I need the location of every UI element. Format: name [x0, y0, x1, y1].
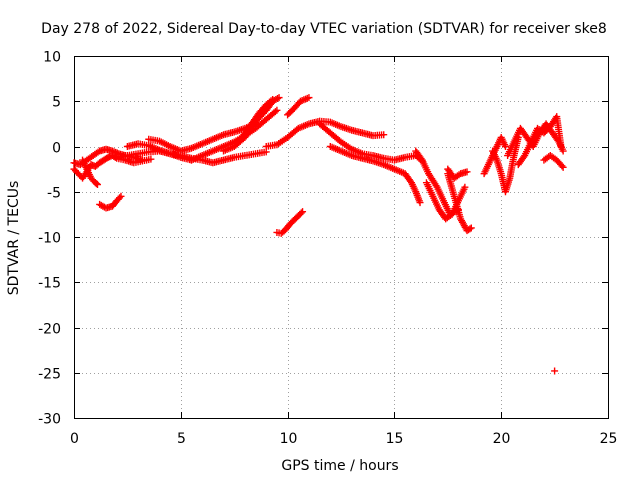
x-tick-label: 25 [600, 431, 618, 447]
series-arc-23 [514, 113, 565, 169]
series-arc-21 [489, 133, 522, 196]
series-arc-19 [444, 165, 471, 182]
y-axis-label: SDTVAR / TECUs [6, 181, 22, 296]
data-point [380, 131, 388, 139]
y-axis-tick-labels: -30 -25 -20 -15 -10 -5 0 5 10 [38, 50, 61, 428]
data-point [558, 162, 566, 170]
data-point [455, 171, 463, 179]
data-point [297, 209, 305, 217]
data-point [299, 208, 307, 216]
y-tick-label: -30 [38, 412, 61, 428]
x-tick-label: 15 [386, 431, 404, 447]
data-points [70, 94, 567, 375]
series-arc-15 [326, 143, 424, 207]
data-point [463, 168, 471, 176]
data-point [461, 183, 469, 191]
y-tick-label: 10 [43, 50, 61, 66]
data-point [273, 106, 281, 114]
data-point [269, 95, 277, 103]
series-arc-03 [79, 156, 101, 189]
axis-ticks [74, 56, 609, 419]
data-point [117, 192, 125, 200]
data-point [559, 163, 567, 171]
y-tick-label: 5 [52, 95, 61, 111]
series-arc-06 [123, 140, 195, 164]
data-point [305, 94, 313, 102]
series-arc-16 [412, 147, 462, 218]
series-outlier [551, 367, 559, 375]
data-point [116, 194, 124, 202]
data-point [557, 143, 565, 150]
data-point [273, 95, 281, 103]
data-point [416, 199, 424, 207]
y-tick-label: 0 [52, 141, 61, 157]
series-arc-07 [145, 120, 260, 155]
series-arc-12 [262, 117, 388, 150]
data-point [466, 225, 474, 233]
y-tick-label: -25 [38, 367, 61, 383]
data-point [467, 224, 475, 232]
chart-title: Day 278 of 2022, Sidereal Day-to-day VTE… [41, 21, 607, 37]
data-point [559, 147, 567, 155]
y-tick-label: -5 [47, 186, 61, 202]
x-tick-label: 0 [70, 431, 79, 447]
data-point [501, 143, 509, 150]
data-point [92, 180, 100, 188]
x-tick-label: 10 [280, 431, 298, 447]
data-point [551, 367, 559, 375]
data-point [147, 155, 155, 163]
data-point [94, 148, 102, 156]
data-point [275, 94, 283, 102]
x-axis-tick-labels: 0 5 10 15 20 25 [70, 431, 617, 447]
y-tick-label: -10 [38, 231, 61, 247]
x-axis-label: GPS time / hours [281, 458, 398, 474]
series-arc-24 [540, 152, 567, 171]
x-tick-label: 5 [177, 431, 186, 447]
data-point [138, 156, 146, 164]
series-arc-10 [230, 95, 277, 150]
series-arc-13 [284, 94, 313, 119]
x-tick-label: 20 [493, 431, 511, 447]
y-tick-label: -15 [38, 276, 61, 292]
series-arc-18 [444, 170, 475, 235]
series-arc-04 [96, 192, 125, 212]
data-point [267, 97, 275, 105]
series-arc-11 [273, 208, 307, 237]
grid [74, 56, 608, 418]
data-point [271, 108, 279, 116]
y-tick-label: -20 [38, 322, 61, 338]
data-point [93, 181, 101, 189]
